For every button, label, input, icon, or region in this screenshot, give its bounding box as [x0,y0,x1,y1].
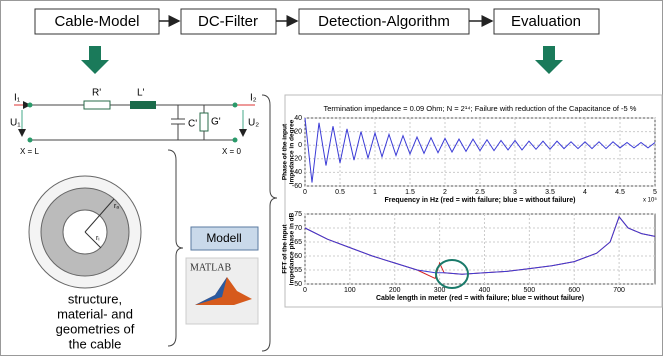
label: R' [92,88,101,99]
y-tick-label: 0 [298,142,302,149]
cross-section: rₐ rᵢ [28,175,142,289]
x-tick-label: 0 [303,189,307,196]
flow: Cable-Model DC-Filter Detection-Algorith… [34,8,600,35]
y-axis-label: Phase of the input [282,123,289,180]
text: the cable [69,336,122,351]
x-tick-label: 200 [389,287,401,294]
label: C' [188,119,197,130]
inductor [130,101,156,109]
x-tick-label: 1.5 [405,189,415,196]
label: X = L [20,147,39,156]
flow-label: Detection-Algorithm [318,13,450,30]
x-tick-label: 4.5 [615,189,625,196]
text: geometries of [56,321,135,336]
logo-text: MATLAB [190,262,231,273]
x-tick-label: 400 [479,287,491,294]
modell-box [190,226,259,251]
y-tick-label: 75 [294,211,302,218]
y-tick-label: 50 [294,281,302,288]
flow-box [34,8,160,35]
x-tick-label: 300 [434,287,446,294]
plot-area [304,213,656,285]
description: structure, material- and geometries of t… [56,291,135,351]
y-axis-label: impedance phase in dB [289,212,296,285]
y-tick-label: 40 [294,115,302,122]
terminal [232,137,238,143]
x-tick-label: 1 [373,189,377,196]
brace [261,94,278,352]
flow-box [180,8,277,35]
label: L' [137,88,145,99]
y-tick-label: 60 [294,253,302,260]
radius [84,231,102,249]
x-tick-label: 600 [568,287,580,294]
label: X = 0 [222,147,241,156]
y-tick-label: 55 [294,267,302,274]
radius [84,198,115,233]
x-tick-label: 3.5 [545,189,555,196]
y-tick-label: 70 [294,225,302,232]
matlab-logo: MATLAB [185,257,259,325]
label: I₂ [250,93,257,104]
series-line [304,117,656,183]
modell-label: Modell [206,231,241,245]
label: G' [211,117,221,128]
circuit: I₁ R' L' C' G' I₂ U₁ U₂ X = L X = 0 [10,88,259,156]
down-arrow [81,46,109,74]
y-tick-label: 20 [294,128,302,135]
y-tick-label: 65 [294,239,302,246]
x-tick-label: 5 [653,189,657,196]
label: U₂ [248,118,259,129]
x-tick-label: 2 [443,189,447,196]
x-multiplier: x 10⁵ [643,197,657,204]
series-line [304,215,656,275]
flow-label: DC-Filter [198,13,258,30]
resistor [83,100,111,110]
label: rₐ [114,203,119,210]
y-tick-label: -20 [292,156,302,163]
x-tick-label: 2.5 [475,189,485,196]
flow-label: Evaluation [511,13,581,30]
conductance [199,112,209,132]
failure-highlight [435,259,469,289]
x-tick-label: 3 [513,189,517,196]
label: rᵢ [96,235,99,242]
x-tick-label: 700 [613,287,625,294]
x-tick-label: 0 [303,287,307,294]
brace [167,149,184,347]
terminal [27,137,33,143]
y-tick-label: -40 [292,169,302,176]
x-tick-label: 4 [583,189,587,196]
logo-shape [195,277,227,305]
flow-box [493,8,600,35]
label: I₁ [14,93,21,104]
label: U₁ [10,118,21,129]
terminal [27,102,33,108]
y-tick-label: -60 [292,183,302,190]
chart-title: Termination impedance = 0.09 Ohm; N = 2¹… [324,104,637,113]
y-axis-label: impedance in degree [289,119,296,184]
flow-label: Cable-Model [54,13,139,30]
down-arrow [535,46,563,74]
x-tick-label: 500 [524,287,536,294]
text: material- and [57,306,133,321]
y-axis-label: FFT of the input [282,224,289,274]
x-axis-label: Frequency in Hz (red = with failure; blu… [385,197,576,204]
x-tick-label: 0.5 [335,189,345,196]
terminal [232,102,238,108]
x-tick-label: 100 [344,287,356,294]
x-axis-label: Cable length in meter (red = with failur… [376,295,584,302]
text: structure, [68,291,122,306]
